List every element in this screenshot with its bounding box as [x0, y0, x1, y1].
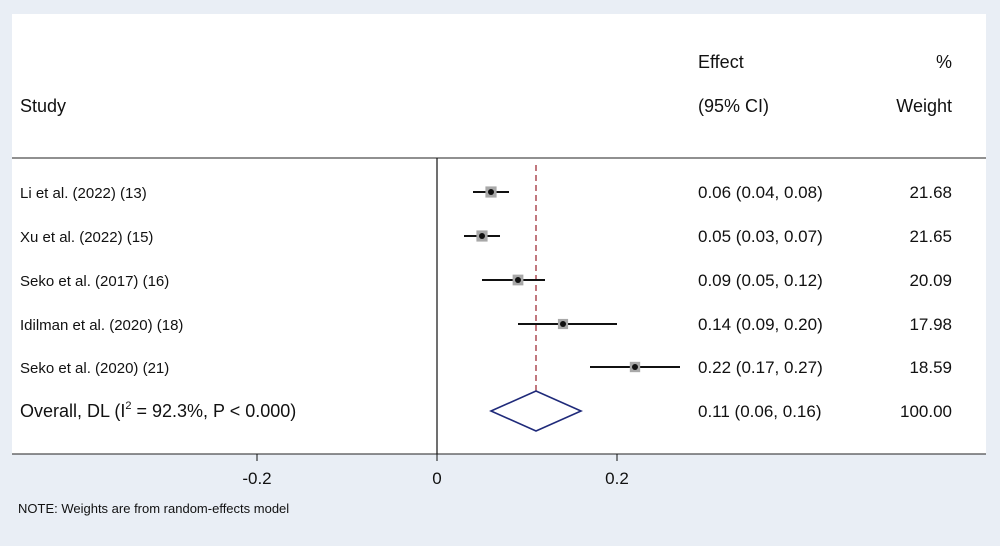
- study-ci-text: 0.09 (0.05, 0.12): [698, 271, 823, 290]
- overall-ci-text: 0.11 (0.06, 0.16): [698, 402, 822, 421]
- study-row: Li et al. (2022) (13) 0.06 (0.04, 0.08) 21…: [20, 183, 952, 202]
- study-row: Idilman et al. (2020) (18) 0.14 (0.09, 0.…: [20, 315, 952, 334]
- study-weight-text: 20.09: [909, 271, 952, 290]
- point-estimate: [515, 277, 521, 283]
- study-weight-text: 17.98: [909, 315, 952, 334]
- point-estimate: [479, 233, 485, 239]
- study-weight-text: 21.65: [909, 227, 952, 246]
- study-label: Xu et al. (2022) (15): [20, 229, 153, 246]
- study-label: Idilman et al. (2020) (18): [20, 317, 183, 334]
- overall-diamond: [489, 390, 583, 432]
- study-rows: Li et al. (2022) (13) 0.06 (0.04, 0.08) 21…: [20, 183, 952, 377]
- study-weight-text: 18.59: [909, 358, 952, 377]
- x-axis-ticks: -0.2 0 0.2: [242, 454, 629, 488]
- point-estimate: [488, 189, 494, 195]
- forest-plot-panel: [12, 14, 986, 454]
- header-weight: Weight: [896, 96, 952, 116]
- footnote: NOTE: Weights are from random-effects mo…: [18, 501, 289, 516]
- x-tick-label: -0.2: [242, 469, 271, 488]
- point-estimate: [632, 364, 638, 370]
- study-ci-text: 0.22 (0.17, 0.27): [698, 358, 823, 377]
- overall-weight-text: 100.00: [900, 402, 952, 421]
- study-weight-text: 21.68: [909, 183, 952, 202]
- study-label: Seko et al. (2020) (21): [20, 360, 169, 377]
- study-row: Xu et al. (2022) (15) 0.05 (0.03, 0.07) 21…: [20, 227, 952, 246]
- study-ci-text: 0.06 (0.04, 0.08): [698, 183, 823, 202]
- x-tick-label: 0: [432, 469, 441, 488]
- study-ci-text: 0.14 (0.09, 0.20): [698, 315, 823, 334]
- header-study: Study: [20, 96, 66, 116]
- point-estimate: [560, 321, 566, 327]
- study-row: Seko et al. (2020) (21) 0.22 (0.17, 0.27)…: [20, 358, 952, 377]
- x-tick-label: 0.2: [605, 469, 629, 488]
- study-ci-text: 0.05 (0.03, 0.07): [698, 227, 823, 246]
- overall-label: Overall, DL (I2 = 92.3%, P < 0.000): [20, 400, 296, 421]
- header-effect: Effect: [698, 52, 744, 72]
- header-percent: %: [936, 52, 952, 72]
- header-ci: (95% CI): [698, 96, 769, 116]
- study-label: Li et al. (2022) (13): [20, 185, 147, 202]
- study-label: Seko et al. (2017) (16): [20, 273, 169, 290]
- study-row: Seko et al. (2017) (16) 0.09 (0.05, 0.12)…: [20, 271, 952, 290]
